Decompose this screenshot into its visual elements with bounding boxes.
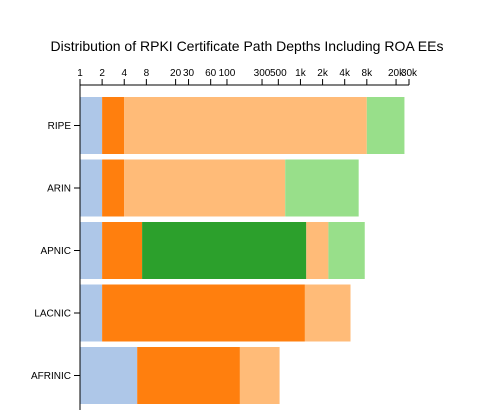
bar-segment-arin-1 [102,159,125,217]
x-tick-label: 20 [170,68,182,79]
bar-segment-apnic-3 [306,222,329,279]
bar-segment-afrinic-0 [80,347,138,404]
bars-layer [80,97,405,404]
x-tick-label: 8k [362,68,374,79]
x-tick-label: 500 [270,68,287,79]
bar-segment-ripe-0 [80,97,103,154]
bar-segment-ripe-2 [124,97,367,154]
y-axis: RIPE ARIN APNIC LACNIC AFRINIC [31,85,81,410]
category-label-lacnic: LACNIC [34,309,71,320]
x-tick-label: 8 [144,68,150,79]
x-tick-label: 2 [99,68,105,79]
bar-segment-arin-3 [285,159,359,217]
bar-segment-afrinic-1 [137,347,240,404]
x-tick-label: 30k [401,68,418,79]
x-tick-label: 30 [183,68,195,79]
bar-segment-lacnic-0 [80,284,103,342]
x-tick-label: 1k [295,68,307,79]
x-tick-label: 4k [339,68,351,79]
x-tick-label: 300 [254,68,271,79]
bar-segment-lacnic-1 [102,284,305,342]
x-tick-label: 4 [121,68,127,79]
category-label-afrinic: AFRINIC [31,371,71,382]
bar-segment-afrinic-2 [239,347,280,404]
x-tick-label: 100 [219,68,236,79]
bar-segment-ripe-1 [102,97,125,154]
bar-segment-apnic-0 [80,222,103,279]
category-label-ripe: RIPE [48,121,72,132]
x-tick-label: 1 [77,68,83,79]
category-label-apnic: APNIC [40,246,71,257]
x-tick-label: 20k [388,68,405,79]
x-tick-label: 2k [317,68,329,79]
bar-segment-apnic-2 [142,222,307,279]
bar-segment-arin-2 [124,159,286,217]
bar-segment-apnic-4 [328,222,365,279]
bar-segment-ripe-3 [366,97,405,154]
category-label-arin: ARIN [47,184,71,195]
bar-segment-lacnic-2 [304,284,351,342]
bar-segment-apnic-1 [102,222,143,279]
x-tick-label: 60 [205,68,217,79]
chart-title: Distribution of RPKI Certificate Path De… [51,38,444,54]
bar-segment-arin-0 [80,159,103,217]
